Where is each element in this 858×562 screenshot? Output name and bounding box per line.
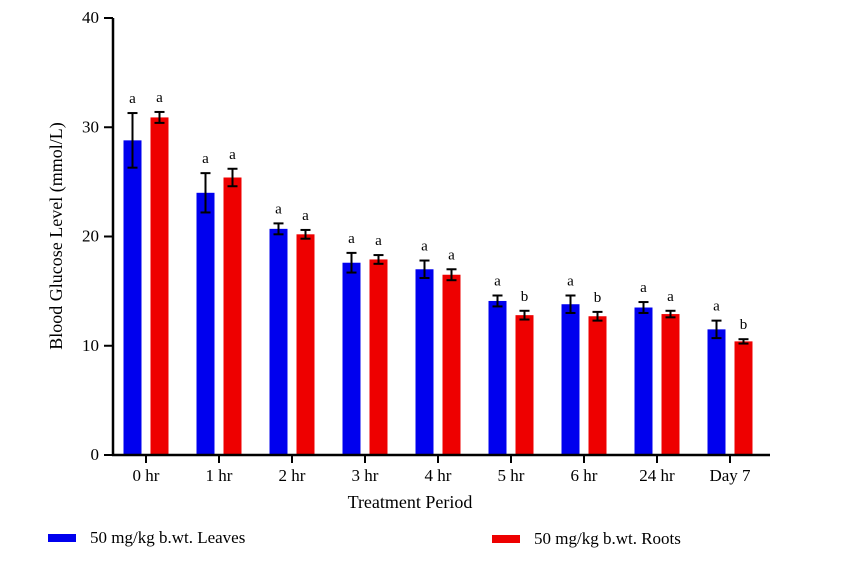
- significance-letter: b: [521, 289, 529, 305]
- significance-letter: a: [494, 273, 501, 289]
- bar: [269, 228, 288, 455]
- bar: [661, 314, 680, 455]
- significance-letter: a: [229, 147, 236, 163]
- significance-letter: a: [640, 280, 647, 296]
- x-tick-label: 0 hr: [133, 466, 160, 485]
- significance-letter: a: [202, 151, 209, 167]
- significance-letter: a: [567, 273, 574, 289]
- significance-letter: a: [156, 90, 163, 106]
- x-tick-label: 24 hr: [639, 466, 675, 485]
- significance-letter: a: [129, 91, 136, 107]
- significance-letter: a: [302, 208, 309, 224]
- axes-layer: [104, 17, 770, 463]
- labels-layer: 0 10 20 30 40 a a 0 hr a a 1 hr a a 2 hr a a 3 hr a a 4 hr a…: [82, 8, 751, 485]
- bar: [442, 274, 461, 455]
- legend-item-roots: 50 mg/kg b.wt. Roots: [492, 529, 681, 549]
- bar: [342, 262, 361, 455]
- legend-swatch-roots: [492, 535, 520, 543]
- significance-letter: a: [375, 233, 382, 249]
- legend-label-leaves: 50 mg/kg b.wt. Leaves: [90, 528, 246, 547]
- significance-letter: b: [594, 290, 602, 306]
- significance-letter: a: [421, 239, 428, 255]
- bar: [415, 269, 434, 455]
- significance-letter: a: [667, 289, 674, 305]
- bar: [634, 307, 653, 455]
- y-tick-label: 30: [82, 117, 99, 136]
- x-tick-label: 4 hr: [425, 466, 452, 485]
- bar: [707, 329, 726, 455]
- significance-letter: a: [713, 299, 720, 315]
- bar: [515, 315, 534, 455]
- legend-label-roots: 50 mg/kg b.wt. Roots: [534, 529, 681, 548]
- bar: [123, 140, 142, 456]
- y-tick-label: 10: [82, 336, 99, 355]
- x-axis-title: Treatment Period: [348, 492, 473, 512]
- bar: [196, 192, 215, 456]
- bar: [561, 304, 580, 455]
- y-axis-title: Blood Glucose Level (mmol/L): [46, 122, 67, 349]
- y-tick-label: 20: [82, 227, 99, 246]
- legend-item-leaves: 50 mg/kg b.wt. Leaves: [48, 528, 245, 548]
- significance-letter: b: [740, 317, 748, 333]
- bar: [588, 316, 607, 455]
- bar: [488, 300, 507, 455]
- x-tick-label: 3 hr: [352, 466, 379, 485]
- y-tick-label: 0: [91, 445, 100, 464]
- x-tick-label: 1 hr: [206, 466, 233, 485]
- x-tick-label: 5 hr: [498, 466, 525, 485]
- legend-swatch-leaves: [48, 534, 76, 542]
- bar: [369, 259, 388, 455]
- bars-layer: [123, 110, 753, 456]
- bar: [734, 341, 753, 455]
- x-tick-label: 6 hr: [571, 466, 598, 485]
- significance-letter: a: [275, 201, 282, 217]
- bar: [223, 177, 242, 455]
- significance-letter: a: [348, 231, 355, 247]
- significance-letter: a: [448, 247, 455, 263]
- bar: [296, 234, 315, 455]
- y-tick-label: 40: [82, 8, 99, 27]
- bar: [150, 117, 169, 455]
- x-tick-label: Day 7: [709, 466, 751, 485]
- x-tick-label: 2 hr: [279, 466, 306, 485]
